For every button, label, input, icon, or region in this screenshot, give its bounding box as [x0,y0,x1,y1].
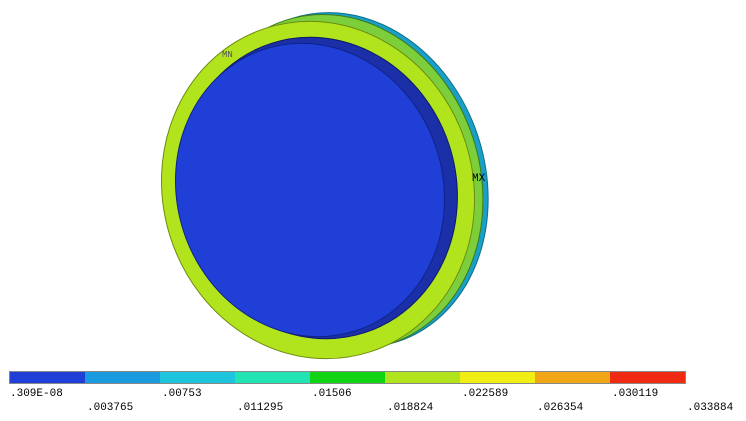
legend-swatch [385,372,460,383]
legend-label: .022589 [462,388,508,400]
legend-label: .003765 [87,402,133,414]
legend-swatch [610,372,685,383]
max-marker: MX [472,173,486,185]
legend-label: .018824 [387,402,434,414]
legend-label: .026354 [537,402,584,414]
legend-label: .00753 [162,388,202,400]
legend-swatch [310,372,385,383]
legend-swatch [235,372,310,383]
legend-label: .033884 [687,402,734,414]
legend-label: .309E-08 [10,388,63,400]
legend-swatch [460,372,535,383]
legend-swatch [85,372,160,383]
legend-swatch [160,372,235,383]
legend-label: .011295 [237,402,283,414]
min-marker: MN [222,50,233,60]
legend-swatch [10,372,85,383]
legend-label: .01506 [312,388,352,400]
legend-label: .030119 [612,388,658,400]
result-view: MX MN .309E-08 .003765 .00753 .011295 .01506… [0,0,746,421]
legend: .309E-08 .003765 .00753 .011295 .01506 .01882… [9,371,734,414]
disc-model [118,0,531,400]
legend-swatch [535,372,610,383]
